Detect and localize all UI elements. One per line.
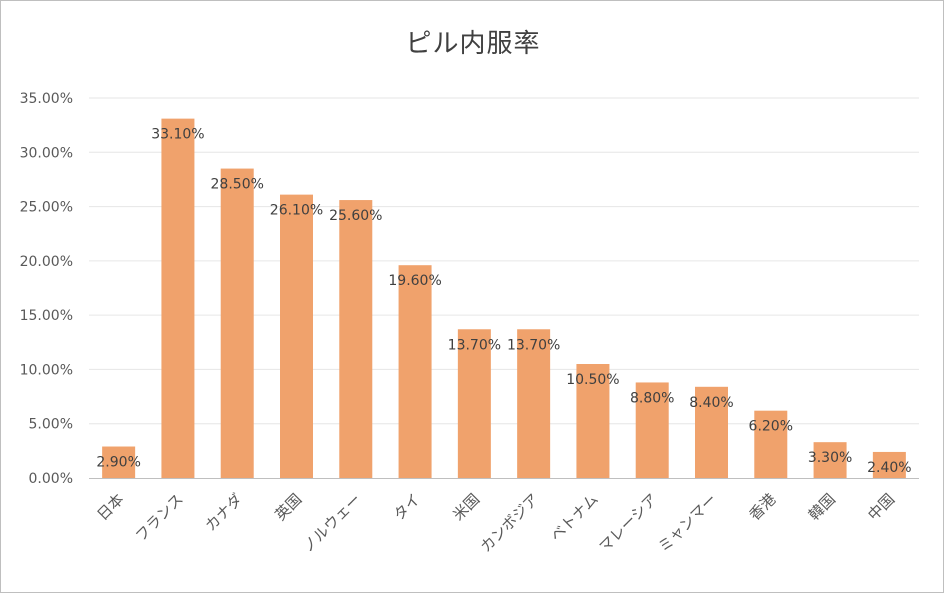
x-category-label: タイ xyxy=(390,490,424,524)
bar xyxy=(280,194,313,478)
y-tick-label: 35.00% xyxy=(20,91,73,107)
bar xyxy=(398,265,432,478)
y-tick-label: 25.00% xyxy=(20,200,73,216)
chart-title: ピル内服率 xyxy=(405,29,541,59)
bar xyxy=(457,329,491,478)
bar xyxy=(576,364,610,478)
y-tick-label: 20.00% xyxy=(20,254,73,270)
data-label: 26.10% xyxy=(270,203,323,219)
data-label: 13.70% xyxy=(507,337,560,353)
bar xyxy=(872,451,906,478)
x-category-label: 日本 xyxy=(94,490,128,524)
bar xyxy=(220,168,254,479)
data-label: 28.50% xyxy=(211,177,264,193)
data-label: 8.40% xyxy=(689,395,733,411)
data-label: 2.90% xyxy=(96,455,140,471)
data-label: 6.20% xyxy=(749,419,793,435)
bar xyxy=(517,329,551,478)
x-category-label: カンボジア xyxy=(477,490,543,556)
y-tick-label: 0.00% xyxy=(29,471,73,487)
data-label: 19.60% xyxy=(388,273,441,289)
y-tick-label: 30.00% xyxy=(20,145,73,161)
bar xyxy=(102,446,136,478)
data-label: 33.10% xyxy=(151,127,204,143)
x-category-label: 韓国 xyxy=(805,490,839,524)
x-category-label: ベトナム xyxy=(547,490,602,545)
y-tick-label: 5.00% xyxy=(29,417,73,433)
x-category-label: ミャンマー xyxy=(655,490,721,556)
bar xyxy=(813,442,847,478)
x-category-label: マレーシア xyxy=(595,490,661,556)
y-tick-label: 15.00% xyxy=(20,308,73,324)
y-tick-label: 10.00% xyxy=(20,362,73,378)
x-category-label: 米国 xyxy=(449,490,483,524)
x-category-label: カナダ xyxy=(201,490,246,535)
bar xyxy=(695,386,728,478)
data-label: 2.40% xyxy=(867,460,911,476)
x-category-label: 中国 xyxy=(864,490,898,524)
bar xyxy=(635,382,669,478)
bar xyxy=(754,410,788,478)
data-label: 10.50% xyxy=(566,372,619,388)
x-category-label: ノルウェー xyxy=(299,490,365,556)
data-label: 3.30% xyxy=(808,450,852,466)
data-label: 25.60% xyxy=(329,208,382,224)
bar xyxy=(339,200,373,479)
bar xyxy=(161,118,195,478)
data-label: 8.80% xyxy=(630,390,674,406)
x-category-label: フランス xyxy=(132,490,187,545)
x-category-label: 英国 xyxy=(271,490,305,524)
data-label: 13.70% xyxy=(448,337,501,353)
x-category-label: 香港 xyxy=(746,490,780,524)
